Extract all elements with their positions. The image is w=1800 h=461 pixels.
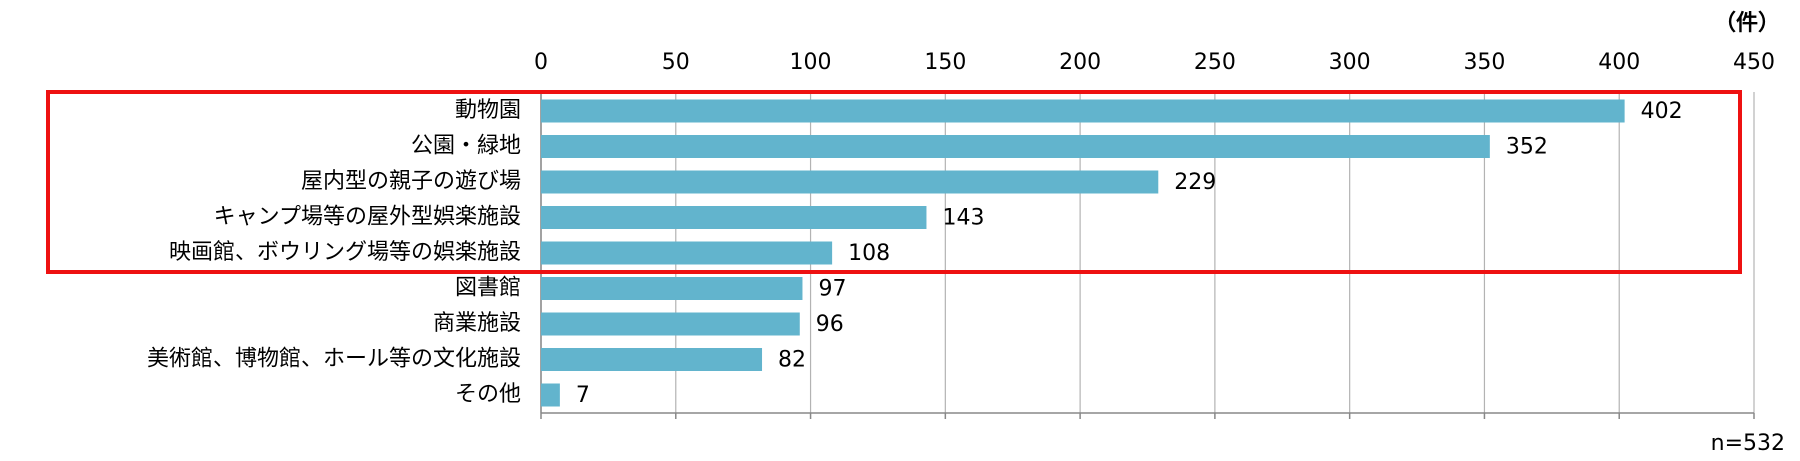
note: n=532 bbox=[1711, 431, 1785, 456]
bar bbox=[541, 170, 1159, 194]
y-tick-label: 図書館 bbox=[455, 276, 521, 301]
bar bbox=[541, 135, 1490, 158]
y-tick-label: キャンプ場等の屋外型娯楽施設 bbox=[214, 205, 521, 230]
bar bbox=[541, 312, 800, 336]
x-tick-label: 150 bbox=[924, 50, 966, 75]
y-tick-label: 公園・緑地 bbox=[411, 134, 521, 159]
unit-label: （件） bbox=[1714, 11, 1780, 36]
data-label: 82 bbox=[778, 348, 806, 373]
y-tick-label: 映画館、ボウリング場等の娯楽施設 bbox=[169, 240, 521, 265]
bar bbox=[541, 241, 833, 265]
y-tick-label: 動物園 bbox=[455, 98, 521, 123]
x-tick-label: 0 bbox=[534, 50, 548, 75]
bar bbox=[541, 383, 560, 407]
x-tick-label: 300 bbox=[1329, 50, 1371, 75]
data-label: 229 bbox=[1174, 170, 1216, 195]
highlight-box bbox=[46, 90, 1742, 274]
data-label: 7 bbox=[576, 383, 590, 408]
data-label: 402 bbox=[1641, 99, 1683, 124]
bar bbox=[541, 99, 1625, 123]
y-tick-label: 屋内型の親子の遊び場 bbox=[301, 169, 521, 194]
data-label: 96 bbox=[816, 312, 844, 337]
x-tick-label: 250 bbox=[1194, 50, 1236, 75]
x-tick-label: 100 bbox=[790, 50, 832, 75]
y-tick-label: その他 bbox=[455, 382, 521, 407]
x-tick-label: 200 bbox=[1059, 50, 1101, 75]
bar bbox=[541, 206, 927, 229]
data-label: 108 bbox=[848, 241, 890, 266]
x-tick-label: 400 bbox=[1598, 50, 1640, 75]
data-label: 143 bbox=[942, 206, 984, 231]
x-tick-label: 450 bbox=[1733, 50, 1775, 75]
data-label: 352 bbox=[1506, 135, 1548, 160]
x-tick-label: 350 bbox=[1463, 50, 1505, 75]
y-tick-label: 商業施設 bbox=[433, 311, 521, 336]
x-tick-label: 50 bbox=[662, 50, 690, 75]
bar bbox=[541, 277, 803, 300]
bar bbox=[541, 348, 763, 371]
y-tick-label: 美術館、博物館、ホール等の文化施設 bbox=[147, 347, 521, 372]
data-label: 97 bbox=[818, 277, 846, 302]
